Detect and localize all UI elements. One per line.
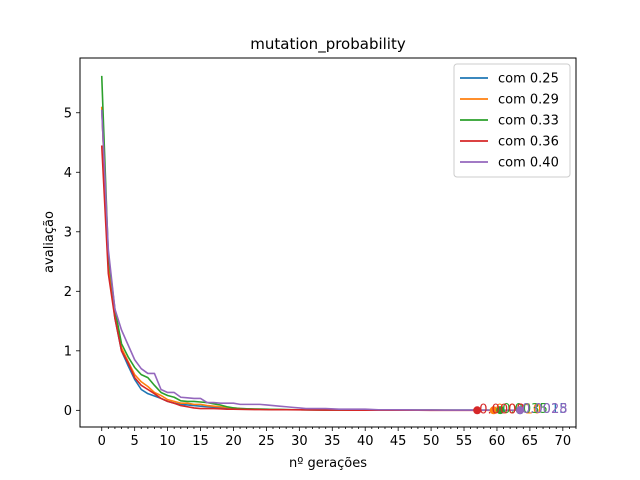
legend-entry-4: com 0.36	[498, 135, 559, 150]
x-tick-label: 25	[258, 434, 275, 449]
series-end-point-5	[516, 406, 525, 415]
x-tick-label: 60	[489, 434, 506, 449]
plot-frame	[79, 57, 577, 428]
series-end-point-2	[489, 406, 498, 415]
series-end-label-1: 0.0015	[522, 402, 568, 417]
plot-lines	[100, 75, 521, 412]
x-tick-label: 50	[423, 434, 440, 449]
y-tick-label: 3	[64, 225, 72, 240]
x-tick-label: 0	[98, 434, 106, 449]
y-tick-label: 4	[64, 166, 72, 181]
legend-entry-2: com 0.29	[498, 93, 559, 108]
y-axis-ticks: 0 1 2 3 4 5	[64, 106, 80, 419]
y-tick-label: 1	[64, 344, 72, 359]
series-end-label-5: 0.0028	[522, 402, 568, 417]
legend: com 0.25 com 0.29 com 0.33 com 0.36 com 0.40	[453, 63, 571, 178]
x-tick-label: 35	[324, 434, 341, 449]
series-end-point-3	[496, 406, 505, 415]
x-tick-label: 70	[555, 434, 572, 449]
x-tick-label: 15	[192, 434, 209, 449]
x-axis-label: nº gerações	[289, 456, 367, 471]
y-tick-label: 5	[64, 106, 72, 121]
legend-entry-5: com 0.40	[498, 156, 559, 171]
x-tick-label: 10	[159, 434, 176, 449]
y-tick-label: 2	[64, 285, 72, 300]
x-tick-label: 40	[357, 434, 374, 449]
chart-title: mutation_probability	[250, 35, 406, 54]
x-axis-ticks: 0 5 10 15 20 25 30 35 40 45 50 55 60 65 70	[98, 427, 577, 449]
legend-box	[453, 63, 571, 178]
x-tick-label: 65	[522, 434, 539, 449]
x-tick-label: 45	[390, 434, 407, 449]
series-line-5	[100, 109, 521, 411]
y-axis-label: avaliação	[42, 211, 57, 273]
legend-entry-3: com 0.33	[498, 114, 559, 129]
x-tick-label: 55	[456, 434, 473, 449]
series-end-label-4: 0.0008	[479, 402, 524, 417]
series-end-label-3: 0.0035	[502, 402, 547, 417]
x-tick-label: 20	[225, 434, 242, 449]
x-tick-label: 5	[131, 434, 139, 449]
x-tick-label: 30	[291, 434, 308, 449]
y-tick-label: 0	[64, 404, 72, 419]
legend-entry-1: com 0.25	[498, 72, 559, 87]
series-end-point-4	[473, 406, 482, 415]
